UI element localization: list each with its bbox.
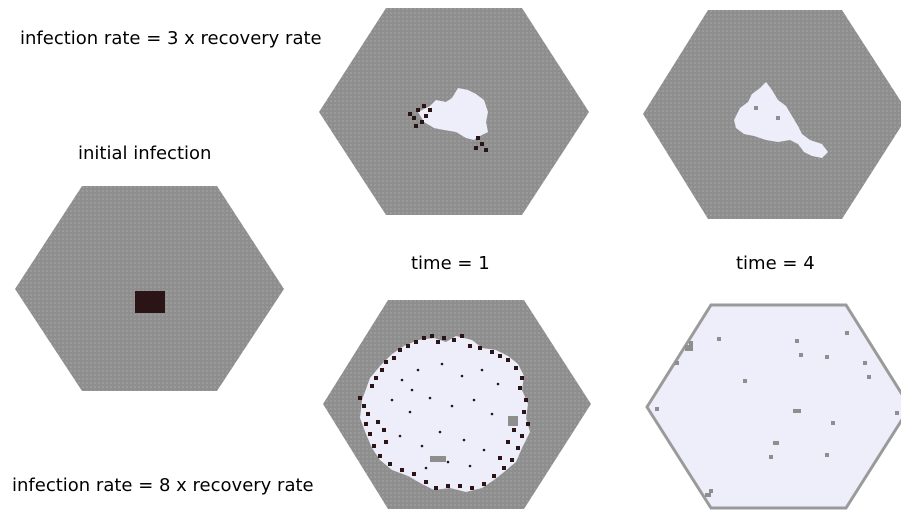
rate3-time1-hexagon <box>319 8 589 215</box>
bottom-rate-label: infection rate = 8 x recovery rate <box>12 475 314 496</box>
initial-infection-label: initial infection <box>78 143 212 164</box>
time-1-label: time = 1 <box>411 253 490 274</box>
recovered-region <box>360 336 530 492</box>
infected-region <box>135 291 165 313</box>
initial-infection-hexagon <box>15 186 284 391</box>
rate3-time4-hexagon <box>643 10 901 219</box>
time-4-label: time = 4 <box>736 253 815 274</box>
susceptible-cells-inside <box>754 106 780 120</box>
top-rate-label: infection rate = 3 x recovery rate <box>20 28 322 49</box>
hex-grid <box>645 303 901 510</box>
infected-edge-cells <box>358 334 530 490</box>
infected-cells <box>408 104 488 152</box>
susceptible-cells <box>655 331 899 497</box>
infected-interior-dots <box>390 362 500 470</box>
recovered-region <box>418 88 488 140</box>
susceptible-patches <box>430 416 518 462</box>
hex-grid <box>15 186 284 391</box>
rate8-time4-hexagon <box>645 303 901 510</box>
rate8-time1-hexagon <box>323 300 591 509</box>
recovered-region <box>734 82 828 158</box>
